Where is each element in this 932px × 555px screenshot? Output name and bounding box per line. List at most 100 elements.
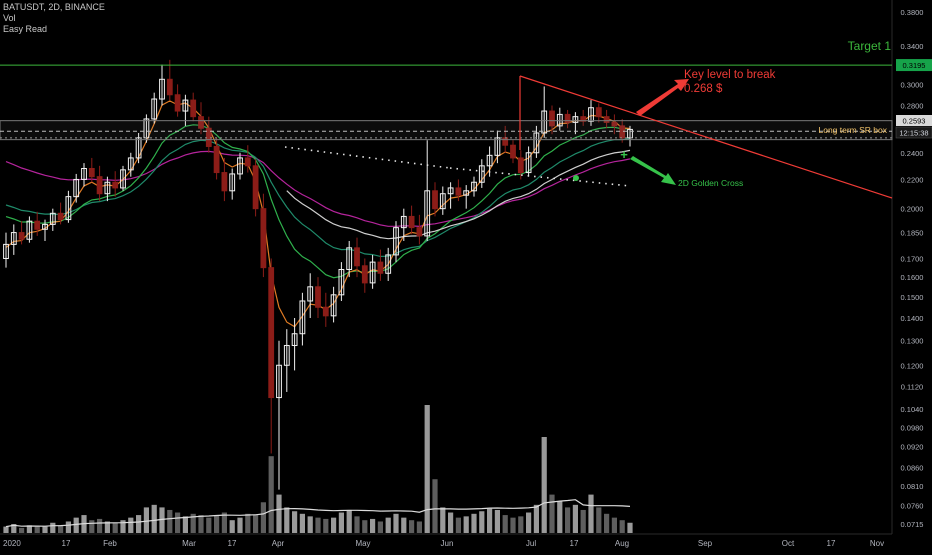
candle-body: [182, 99, 189, 112]
time-tick-label: Aug: [615, 539, 629, 548]
candle-body: [315, 286, 321, 308]
volume-bar: [416, 521, 422, 533]
candle-body: [377, 261, 384, 274]
volume-bar: [167, 509, 173, 533]
candle-body: [229, 173, 236, 192]
ema-white-line: [286, 149, 631, 240]
volume-bar: [112, 522, 118, 533]
volume-bar: [393, 513, 399, 533]
candle-body: [580, 116, 587, 122]
candle-body: [549, 110, 555, 127]
volume-bar: [34, 526, 40, 533]
volume-bar: [518, 516, 524, 533]
golden-cross-arrow: [630, 156, 676, 185]
candle-body: [556, 113, 563, 127]
time-tick-label: Nov: [870, 539, 884, 548]
volume-bar: [299, 513, 305, 533]
ema-long-line: [5, 138, 631, 258]
volume-bar: [502, 515, 508, 533]
volume-bar: [338, 512, 344, 533]
golden-cross-label: 2D Golden Cross: [678, 178, 743, 188]
candle-body: [478, 165, 485, 183]
price-tick-label: 0.1300: [901, 337, 924, 346]
volume-ma-line: [5, 499, 631, 528]
volume-bar: [401, 517, 407, 533]
volume-bar: [237, 517, 243, 533]
volume-bar: [572, 504, 578, 533]
volume-bar: [89, 520, 95, 533]
volume-bar: [409, 520, 415, 533]
candle-body: [455, 187, 462, 196]
price-tick-label: 0.3800: [901, 8, 924, 17]
volume-bar: [276, 494, 282, 533]
volume-bar: [190, 513, 196, 533]
volume-bar: [362, 520, 368, 533]
candle-body: [135, 137, 142, 159]
candle-body: [432, 190, 438, 210]
candle-body: [276, 364, 282, 399]
candle-body: [190, 99, 197, 118]
candle-body: [307, 286, 314, 302]
script-indicator-label[interactable]: Easy Read: [3, 24, 48, 34]
volume-bar: [557, 501, 563, 533]
candle-body: [151, 98, 158, 120]
volume-bar: [58, 525, 64, 533]
price-tick-label: 0.2800: [901, 102, 924, 111]
price-tick-label: 0.1040: [901, 405, 924, 414]
volume-indicator-label[interactable]: Vol: [3, 13, 16, 23]
volume-bar: [245, 513, 251, 533]
candle-body: [393, 227, 399, 256]
volume-bar: [214, 515, 220, 533]
candle-body: [322, 306, 329, 317]
time-tick-label: 17: [228, 539, 237, 548]
candle-body: [42, 223, 48, 230]
time-tick-label: Feb: [103, 539, 117, 548]
price-tick-label: 0.1200: [901, 361, 924, 370]
volume-bar: [455, 517, 461, 533]
time-tick-label: Mar: [182, 539, 196, 548]
time-tick-label: May: [355, 539, 370, 548]
volume-bar: [604, 513, 610, 533]
volume-bar: [463, 516, 469, 533]
price-tick-label: 0.1400: [901, 314, 924, 323]
time-axis[interactable]: 2020 17 Feb Mar 17 Apr May Jun Jul 17 Aug Sep Oct 17 N…: [3, 539, 884, 548]
time-tick-label: Jul: [526, 539, 536, 548]
candle-body: [486, 154, 493, 167]
key-level-label: Key level to break: [684, 69, 776, 81]
price-axis[interactable]: 0.3800 0.3400 0.3000 0.2800 0.2400 0.2200 0.20…: [895, 8, 932, 529]
candle-body: [268, 267, 275, 399]
time-tick-label: Oct: [782, 539, 795, 548]
candle-body: [65, 196, 72, 221]
candle-body: [338, 269, 345, 296]
volume-bar: [487, 508, 493, 533]
candle-body: [447, 187, 454, 195]
candle-body: [603, 116, 610, 123]
candle-body: [10, 232, 17, 245]
volume-bar: [221, 512, 227, 533]
candle-body: [3, 243, 9, 259]
current-price-badge: [896, 115, 932, 126]
volume-bar: [385, 517, 391, 533]
candle-body: [494, 137, 501, 156]
golden-cross-plus-marker: +: [620, 147, 628, 162]
volume-bar: [479, 511, 485, 533]
symbol-title[interactable]: BATUSDT, 2D, BINANCE: [3, 2, 105, 12]
target-1-label: Target 1: [848, 39, 892, 53]
volume-bar: [323, 518, 329, 533]
candle-body: [291, 333, 298, 346]
volume-bar: [354, 516, 360, 533]
candle-body: [96, 176, 103, 195]
candle-body: [127, 157, 134, 171]
candle-body: [369, 261, 376, 284]
volume-bar: [565, 507, 571, 533]
candle-body: [18, 232, 25, 240]
volume-bar: [424, 405, 430, 533]
candle-body: [439, 193, 446, 210]
volume-bar: [198, 515, 204, 533]
volume-bar: [206, 517, 212, 533]
volume-bar: [346, 509, 352, 533]
volume-bar: [73, 517, 79, 533]
price-tick-label: 0.2200: [901, 175, 924, 184]
